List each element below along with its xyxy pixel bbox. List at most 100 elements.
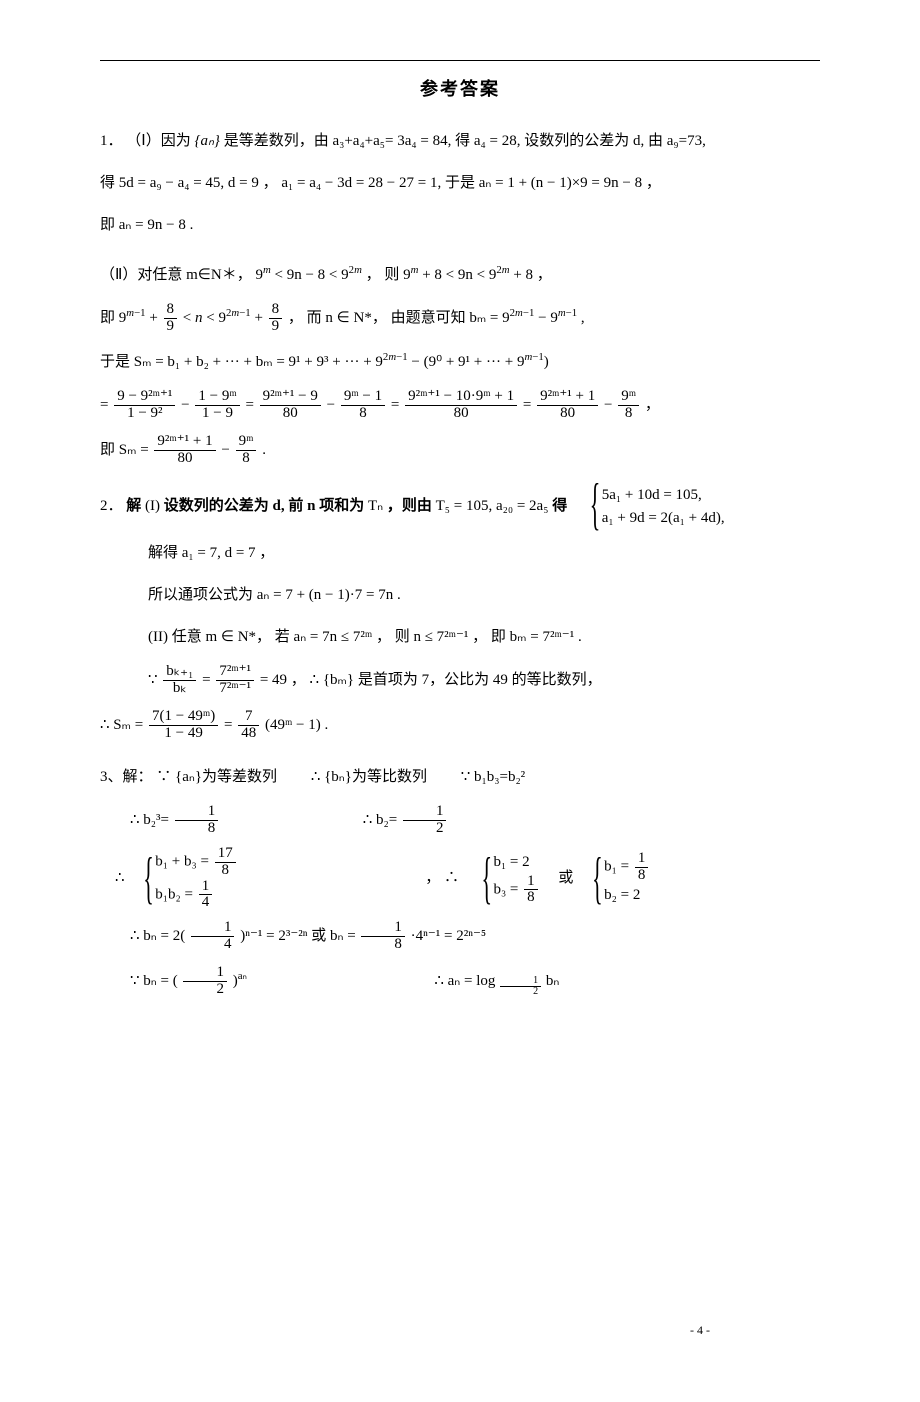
p3-caseB-l1: b₁ = 18 — [604, 851, 650, 884]
p1-final-sm: Sₘ = — [119, 442, 153, 458]
p1-a1: a₁ = a₄ − 3d = 28 − 27 = 1, — [281, 175, 445, 191]
p1-a9: a₉=73, — [667, 133, 706, 149]
frac-c7: 9ᵐ8 — [616, 389, 641, 422]
frac-8-9a: 89 — [162, 302, 180, 335]
frac-c5: 9²ᵐ⁺¹ − 10·9ᵐ + 180 — [403, 389, 519, 422]
p2-Tn: Tₙ — [368, 498, 383, 514]
p2-sub2: (II) 任意 m ∈ N*， 若 aₙ = 7n ≤ 7²ᵐ ， 则 n ≤ … — [148, 629, 582, 645]
p3-caseA-l2: b₃ = 18 — [493, 874, 539, 907]
problem-1-line3: 即 aₙ = 9n − 8 . — [100, 207, 820, 243]
p3-caseA-l1: b₁ = 2 — [493, 851, 539, 874]
p2-setd: 设数列的公差为 d, 前 n 项和为 — [164, 498, 364, 514]
frac-1-8b: 18 — [522, 874, 540, 907]
problem-1-part2-line4: = 9 − 9²ᵐ⁺¹1 − 9² − 1 − 9ᵐ1 − 9 = 9²ᵐ⁺¹ … — [100, 386, 820, 425]
p2-sm-pre: ∴ Sₘ = — [100, 717, 147, 733]
frac-bk: bₖ₊₁bₖ — [161, 664, 198, 697]
p1-sm-exp: Sₘ = b₁ + b₂ + ··· + bₘ = 9¹ + 9³ + ··· … — [134, 354, 383, 370]
p1-sm-min: − (9⁰ + 9¹ + ··· + 9 — [411, 354, 524, 370]
problem-1-part2-line2: 即 9m−1 + 89 < n < 92m−1 + 89 ， 而 n ∈ N*，… — [100, 299, 820, 338]
p1-l2-pre: 得 — [100, 175, 115, 191]
problem-3-line4: ∴ bₙ = 2( 14 )ⁿ⁻¹ = 2³⁻²ⁿ 或 bₙ = 18 ·4ⁿ⁻… — [100, 917, 820, 956]
p1-final-pre: 即 — [100, 442, 115, 458]
exp-m: m — [263, 264, 271, 276]
frac-1-8c: 18 — [633, 851, 651, 884]
p2-ratio-pre: ∵ — [148, 672, 161, 688]
p3-l2b: ∴ b₂= — [363, 812, 397, 828]
p3-sys1: b₁ + b₃ = 178 b₁b₂ = 14 — [143, 846, 237, 911]
p1-then: ， 则 9 — [366, 267, 411, 283]
p1-an-final: aₙ = 9n − 8 . — [119, 217, 194, 233]
p2-sys-l1: 5a₁ + 10d = 105, — [602, 484, 725, 507]
p1-seq: {aₙ} — [194, 133, 219, 149]
page-number: - 4 - — [690, 1323, 710, 1338]
p1-plus8-tail: + 8 ， — [513, 267, 551, 283]
p1-label: 1． — [100, 133, 123, 149]
p2-sm-tail: (49ᵐ − 1) . — [265, 717, 328, 733]
frac-c2: 1 − 9ᵐ1 − 9 — [193, 389, 241, 422]
p1-set-d: 设数列的公差为 d, 由 — [524, 133, 663, 149]
p3-bn1-pre: ∴ bₙ = 2( — [130, 928, 185, 944]
frac-1-2sub: 12 — [498, 976, 543, 998]
p3-l1c: ∵ b₁b₃=b₂² — [461, 769, 525, 785]
frac-8-9b: 89 — [267, 302, 285, 335]
problem-2-line6: ∴ Sₘ = 7(1 − 49ᵐ)1 − 49 = 748 (49ᵐ − 1) … — [100, 706, 820, 745]
frac-1-2a: 12 — [401, 804, 449, 837]
problem-1-part2-line5: 即 Sₘ = 9²ᵐ⁺¹ + 180 − 9ᵐ8 . — [100, 431, 820, 470]
frac-c3: 9²ᵐ⁺¹ − 980 — [258, 389, 323, 422]
p1-is-arith: 是等差数列，由 — [224, 133, 329, 149]
p3-bn1-tail: ·4ⁿ⁻¹ = 2²ⁿ⁻⁵ — [411, 928, 486, 944]
frac-sm2a: 7(1 − 49ᵐ)1 − 49 — [147, 709, 220, 742]
p1-p2-open: （Ⅱ）对任意 m∈N＊， 9 — [100, 267, 263, 283]
frac-c4: 9ᵐ − 18 — [339, 389, 387, 422]
p3-label: 3、解： — [100, 769, 153, 785]
problem-1-part2-line1: （Ⅱ）对任意 m∈N＊， 9m < 9n − 8 < 92m ， 则 9m + … — [100, 257, 820, 293]
p1-plus8: + 8 < 9n < 9 — [422, 267, 496, 283]
p2-zeyou: ，则由 — [387, 498, 432, 514]
problem-2-line2: 解得 a₁ = 7, d = 7 ， — [100, 535, 820, 571]
p1-minus: − 9 — [538, 310, 558, 326]
problem-1-line2: 得 5d = a₉ − a₄ = 45, d = 9 ， a₁ = a₄ − 3… — [100, 165, 820, 201]
frac-1-8d: 18 — [359, 920, 407, 953]
p3-mid-sep: ， ∴ — [425, 870, 459, 886]
p3-bn2-pre: ∵ bₙ = ( — [130, 973, 178, 989]
p3-caseA: b₁ = 2 b₃ = 18 — [481, 851, 539, 906]
p1-sm-end: ) — [544, 354, 549, 370]
frac-1-4a: 14 — [197, 879, 215, 912]
p3-l1b: ∴ {bₙ}为等比数列 — [311, 769, 427, 785]
p3-caseB-l2: b₂ = 2 — [604, 884, 650, 907]
p3-sys1-l1: b₁ + b₃ = 178 — [155, 846, 237, 879]
p2-sys-l2: a₁ + 9d = 2(a₁ + 4d), — [602, 507, 725, 530]
p3-sys1-l2: b₁b₂ = 14 — [155, 879, 237, 912]
exp-2m2: 2m — [496, 264, 509, 276]
p3-or: 或 — [558, 870, 573, 886]
p1-post-comma: ， — [645, 397, 660, 413]
p1-mid: ， 而 n ∈ N*， 由题意可知 — [288, 310, 466, 326]
frac-1-2b: 12 — [181, 965, 229, 998]
problem-1-part2-line3: 于是 Sₘ = b₁ + b₂ + ··· + bₘ = 9¹ + 9³ + ·… — [100, 344, 820, 380]
p2-label: 2． — [100, 498, 123, 514]
p2-jie: 解 — [126, 498, 141, 514]
frac-1-4b: 14 — [189, 920, 237, 953]
p1-lt1: < 9n − 8 < 9 — [275, 267, 349, 283]
p1-eq1: a₃+a₄+a₅= 3a₄ = 84, — [332, 133, 451, 149]
p3-an-log-tail: bₙ — [546, 973, 559, 989]
frac-sm2b: 748 — [236, 709, 261, 742]
exp-2m: 2m — [349, 264, 362, 276]
frac-c6: 9²ᵐ⁺¹ + 180 — [535, 389, 600, 422]
p2-sub1: (I) — [145, 498, 160, 514]
p2-sm-mid: = — [224, 717, 236, 733]
p1-5d: 5d = a₉ − a₄ = 45, d = 9 ， — [119, 175, 278, 191]
p2-T5: T₅ = 105, — [436, 498, 493, 514]
problem-3-line3: ∴ b₁ + b₃ = 178 b₁b₂ = 14 ， ∴ b₁ = 2 b₃ … — [100, 846, 820, 911]
frac-f7: 9ᵐ8 — [234, 434, 259, 467]
p1-so-an: 于是 aₙ = 1 + (n − 1)×9 = 9n − 8 ， — [445, 175, 661, 191]
p1-sm-pre: 于是 — [100, 354, 130, 370]
frac-17-8: 178 — [213, 846, 238, 879]
p2-a20: a₂₀ = 2a₅ — [496, 498, 548, 514]
p2-ratio-eq: = 49 ， — [260, 672, 306, 688]
problem-2-line1: 2． 解 (I) 设数列的公差为 d, 前 n 项和为 Tₙ ，则由 T₅ = … — [100, 484, 820, 529]
p1-get-a4: 得 a₄ = 28, — [455, 133, 520, 149]
p2-system-brace: 5a₁ + 10d = 105, a₁ + 9d = 2(a₁ + 4d), — [590, 484, 725, 529]
p1-line-ie: 即 — [100, 310, 115, 326]
p1-bm: bₘ = 9 — [469, 310, 509, 326]
